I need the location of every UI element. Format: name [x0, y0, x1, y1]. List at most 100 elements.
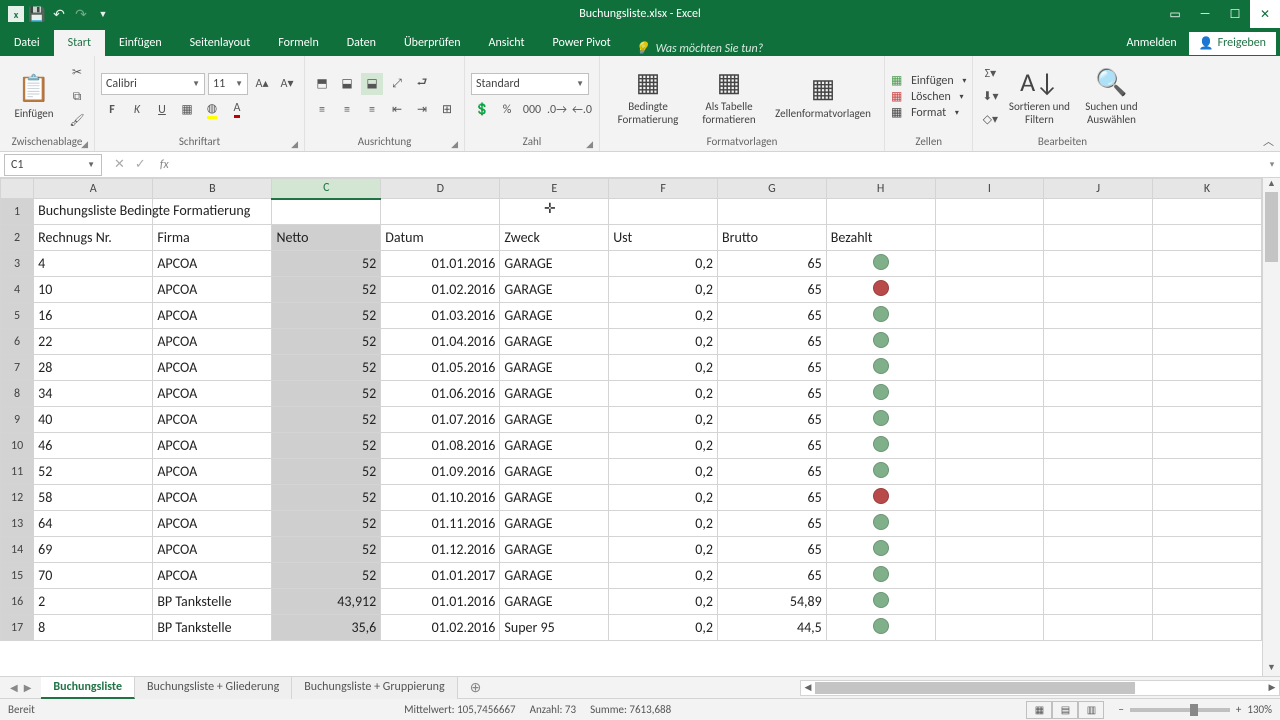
cell[interactable]: BP Tankstelle — [153, 589, 272, 615]
cell[interactable]: 52 — [272, 511, 381, 537]
cell[interactable] — [1153, 303, 1262, 329]
cell[interactable] — [1153, 355, 1262, 381]
row-header[interactable]: 6 — [1, 329, 34, 355]
cell[interactable]: 70 — [34, 563, 153, 589]
decrease-decimal-button[interactable]: ←.0 — [571, 99, 593, 121]
collapse-ribbon-icon[interactable]: ︿ — [1263, 133, 1274, 149]
cell[interactable]: 65 — [717, 277, 826, 303]
minimize-icon[interactable]: — — [1190, 0, 1220, 28]
row-header[interactable]: 16 — [1, 589, 34, 615]
cell[interactable]: APCOA — [153, 329, 272, 355]
cell[interactable]: APCOA — [153, 537, 272, 563]
cell[interactable] — [826, 355, 935, 381]
cell[interactable]: GARAGE — [500, 537, 609, 563]
cell[interactable] — [1044, 329, 1153, 355]
cell[interactable]: 65 — [717, 511, 826, 537]
scroll-up-icon[interactable]: ▲ — [1263, 178, 1280, 192]
column-header-G[interactable]: G — [717, 179, 826, 199]
cell[interactable] — [1153, 615, 1262, 641]
cell[interactable]: 52 — [272, 459, 381, 485]
cell[interactable]: 65 — [717, 459, 826, 485]
cell[interactable]: 01.04.2016 — [381, 329, 500, 355]
increase-decimal-button[interactable]: .0→ — [546, 99, 568, 121]
cell[interactable] — [1153, 251, 1262, 277]
cell[interactable]: Datum — [381, 225, 500, 251]
align-center-button[interactable]: ≡ — [336, 99, 358, 121]
cell[interactable]: GARAGE — [500, 381, 609, 407]
horizontal-scrollbar[interactable]: ◀ ▶ — [800, 680, 1280, 696]
cell[interactable] — [1044, 303, 1153, 329]
cell[interactable] — [1044, 563, 1153, 589]
align-top-button[interactable]: ⬒ — [311, 73, 333, 95]
cell[interactable]: 28 — [34, 355, 153, 381]
cell[interactable] — [1153, 511, 1262, 537]
format-as-table-button[interactable]: ▦Als Tabelle formatieren — [694, 67, 764, 127]
cell[interactable]: 01.01.2016 — [381, 589, 500, 615]
cell[interactable]: 52 — [272, 563, 381, 589]
maximize-icon[interactable]: ☐ — [1220, 0, 1250, 28]
cell[interactable]: 0,2 — [609, 381, 718, 407]
cell[interactable]: 65 — [717, 355, 826, 381]
column-header-J[interactable]: J — [1044, 179, 1153, 199]
cell[interactable] — [1044, 251, 1153, 277]
cell[interactable] — [1153, 563, 1262, 589]
share-button[interactable]: 👤 Freigeben — [1189, 32, 1276, 55]
cell[interactable]: 01.01.2017 — [381, 563, 500, 589]
column-header-F[interactable]: F — [609, 179, 718, 199]
cell[interactable]: 35,6 — [272, 615, 381, 641]
cell[interactable]: 0,2 — [609, 485, 718, 511]
row-header[interactable]: 8 — [1, 381, 34, 407]
redo-icon[interactable]: ↷ — [72, 5, 90, 23]
align-left-button[interactable]: ≡ — [311, 99, 333, 121]
cell[interactable]: 52 — [272, 485, 381, 511]
cell[interactable]: 8 — [34, 615, 153, 641]
row-header[interactable]: 3 — [1, 251, 34, 277]
row-header[interactable]: 1 — [1, 199, 34, 225]
cell[interactable]: APCOA — [153, 355, 272, 381]
cell[interactable] — [1153, 433, 1262, 459]
cell[interactable] — [1044, 225, 1153, 251]
column-header-C[interactable]: C — [272, 179, 381, 199]
tab-start[interactable]: Start — [54, 30, 105, 56]
cell[interactable]: 0,2 — [609, 407, 718, 433]
cell[interactable] — [609, 199, 718, 225]
cell[interactable] — [717, 199, 826, 225]
cell[interactable] — [826, 511, 935, 537]
cell[interactable]: 0,2 — [609, 329, 718, 355]
cell[interactable]: 0,2 — [609, 615, 718, 641]
cell[interactable] — [1044, 485, 1153, 511]
cell[interactable]: 65 — [717, 381, 826, 407]
cell[interactable] — [1153, 277, 1262, 303]
ribbon-options-icon[interactable]: ▭ — [1160, 0, 1190, 28]
increase-font-button[interactable]: A▴ — [251, 73, 273, 95]
font-color-button[interactable]: A — [226, 99, 248, 121]
cell[interactable]: Firma — [153, 225, 272, 251]
signin-link[interactable]: Anmelden — [1115, 30, 1189, 56]
formula-input[interactable] — [173, 154, 1264, 176]
row-header[interactable]: 12 — [1, 485, 34, 511]
save-icon[interactable]: 💾 — [28, 5, 46, 23]
cell[interactable]: 65 — [717, 433, 826, 459]
cell[interactable]: 65 — [717, 251, 826, 277]
cell[interactable]: 64 — [34, 511, 153, 537]
cell[interactable]: 0,2 — [609, 537, 718, 563]
cell[interactable]: GARAGE — [500, 329, 609, 355]
cell[interactable]: 52 — [272, 433, 381, 459]
cell[interactable]: 0,2 — [609, 277, 718, 303]
cell[interactable]: GARAGE — [500, 511, 609, 537]
row-header[interactable]: 11 — [1, 459, 34, 485]
cell[interactable]: GARAGE — [500, 277, 609, 303]
cell[interactable]: 52 — [272, 251, 381, 277]
cell[interactable] — [1044, 459, 1153, 485]
cell[interactable] — [826, 563, 935, 589]
column-header-A[interactable]: A — [34, 179, 153, 199]
cell[interactable] — [1044, 381, 1153, 407]
add-sheet-button[interactable]: ⊕ — [458, 679, 494, 696]
cell[interactable]: 16 — [34, 303, 153, 329]
cell[interactable]: 65 — [717, 563, 826, 589]
zoom-slider[interactable] — [1130, 708, 1230, 712]
cell[interactable]: GARAGE — [500, 459, 609, 485]
cell[interactable]: 46 — [34, 433, 153, 459]
cell[interactable]: APCOA — [153, 459, 272, 485]
cell[interactable]: 01.08.2016 — [381, 433, 500, 459]
